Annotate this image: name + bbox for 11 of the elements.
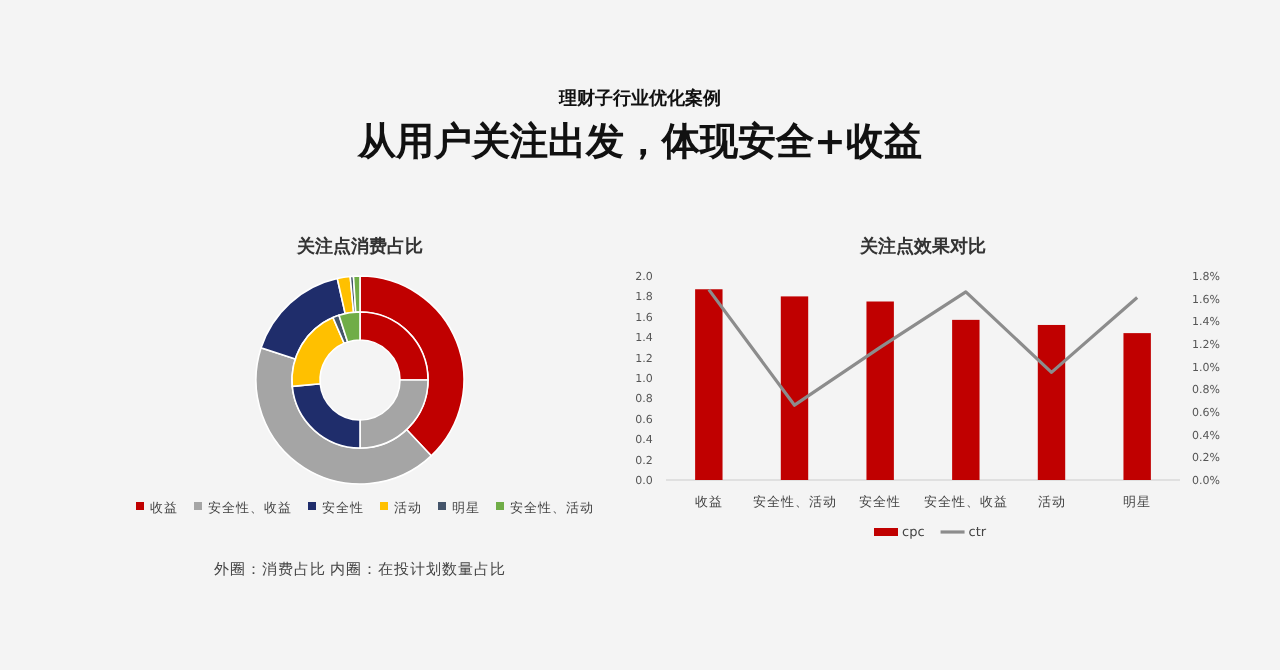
bar — [780, 296, 809, 480]
chart-title: 关注点消费占比 — [295, 236, 423, 258]
bar — [1123, 333, 1151, 480]
text: 从用户关注出发，体现安全+收益 — [356, 120, 922, 164]
bar — [952, 319, 980, 480]
text: 理财子行业优化案例 — [557, 88, 721, 110]
line-series — [707, 288, 1139, 407]
bar — [1037, 324, 1066, 480]
bar — [695, 289, 723, 480]
chart-title: 关注点效果对比 — [858, 236, 986, 258]
bar — [866, 301, 894, 480]
